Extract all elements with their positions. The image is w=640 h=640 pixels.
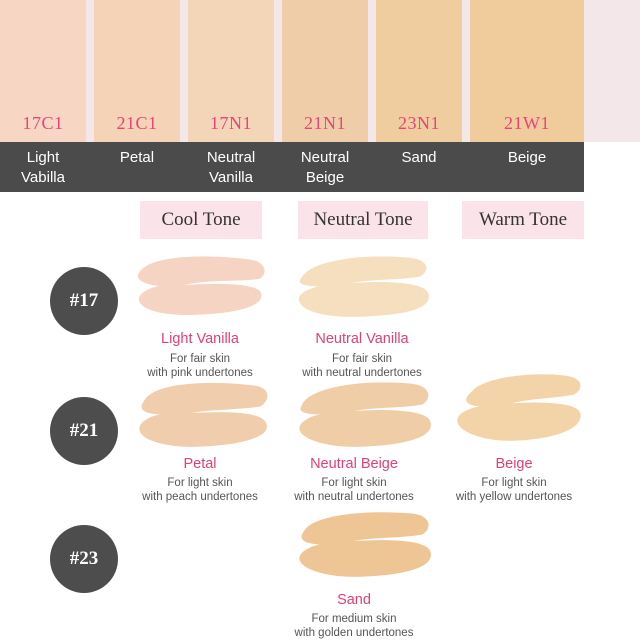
swatch-21n1: 21N1 [282, 0, 368, 142]
swatch-code: 17C1 [22, 113, 64, 133]
shade-name-line: Beige [507, 149, 547, 166]
level-21-badge: #21 [50, 397, 118, 465]
desc-line: with pink undertones [147, 367, 253, 379]
desc-line: with neutral undertones [302, 367, 422, 379]
swatch-21w1: 21W1 [470, 0, 584, 142]
shade-name-light-vabilla: Light Vabilla [0, 148, 86, 188]
neutral-beige-swatch-smear [299, 382, 431, 447]
petal-title: Petal [183, 456, 217, 472]
sand-title: Sand [337, 592, 371, 608]
shade-name-line: Petal [119, 149, 155, 166]
neutral-vanilla-swatch-smear [298, 256, 429, 317]
shade-name-line: Light [26, 149, 60, 166]
swatch-code: 21N1 [304, 113, 346, 133]
shade-name-neutral-beige: Neutral Beige [282, 148, 368, 188]
shade-name-line: Neutral [206, 149, 256, 166]
neutral-vanilla-desc: For fair skin with neutral undertones [282, 352, 442, 380]
shade-name-sand: Sand [376, 148, 462, 168]
level-17-badge: #17 [50, 267, 118, 335]
beige-swatch-smear [457, 374, 581, 441]
sand-swatch-smear [299, 512, 431, 577]
swatch-23n1: 23N1 [376, 0, 462, 142]
shade-name-line: Vanilla [209, 169, 253, 186]
shade-name-neutral-vanilla: Neutral Vanilla [188, 148, 274, 188]
cool-tone-header: Cool Tone [140, 201, 262, 239]
shade-name-bar [0, 142, 584, 192]
swatch-21c1: 21C1 [94, 0, 180, 142]
swatch-code: 17N1 [210, 113, 252, 133]
desc-line: with neutral undertones [294, 491, 414, 503]
light-vanilla-title: Light Vanilla [161, 331, 239, 347]
shade-name-line: Sand [401, 149, 437, 166]
desc-line: For medium skin [311, 613, 397, 625]
desc-line: with peach undertones [142, 491, 258, 503]
desc-line: For fair skin [169, 353, 231, 365]
neutral-beige-desc: For light skin with neutral undertones [274, 476, 434, 504]
desc-line: For light skin [321, 477, 387, 489]
swatch-17c1: 17C1 [0, 0, 86, 142]
neutral-beige-title: Neutral Beige [310, 456, 398, 472]
desc-line: For light skin [167, 477, 233, 489]
swatch-code: 21C1 [116, 113, 158, 133]
light-vanilla-desc: For fair skin with pink undertones [120, 352, 280, 380]
desc-line: with golden undertones [294, 627, 414, 639]
beige-title: Beige [495, 456, 533, 472]
swatch-code: 21W1 [504, 113, 550, 133]
petal-desc: For light skin with peach undertones [120, 476, 280, 504]
desc-line: For fair skin [331, 353, 393, 365]
desc-line: with yellow undertones [455, 491, 573, 503]
swatch-code: 23N1 [398, 113, 440, 133]
shade-name-line: Vabilla [21, 169, 65, 186]
warm-tone-header: Warm Tone [462, 201, 584, 239]
neutral-vanilla-title: Neutral Vanilla [315, 331, 409, 347]
petal-swatch-smear [139, 382, 268, 447]
shade-swatch-strip: 17C1 21C1 17N1 21N1 23N1 21W1 [0, 0, 640, 142]
swatch-17n1: 17N1 [188, 0, 274, 142]
light-vanilla-swatch-smear [138, 256, 265, 315]
desc-line: For light skin [481, 477, 547, 489]
shade-name-beige: Beige [484, 148, 570, 168]
beige-desc: For light skin with yellow undertones [434, 476, 594, 504]
sand-desc: For medium skin with golden undertones [274, 612, 434, 640]
level-23-badge: #23 [50, 525, 118, 593]
shade-name-line: Beige [305, 169, 345, 186]
shade-name-line: Neutral [300, 149, 350, 166]
neutral-tone-header: Neutral Tone [298, 201, 428, 239]
shade-name-petal: Petal [94, 148, 180, 168]
